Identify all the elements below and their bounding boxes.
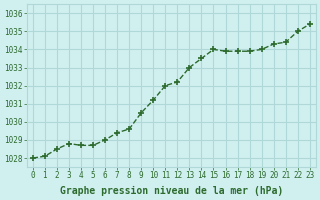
X-axis label: Graphe pression niveau de la mer (hPa): Graphe pression niveau de la mer (hPa) — [60, 186, 283, 196]
